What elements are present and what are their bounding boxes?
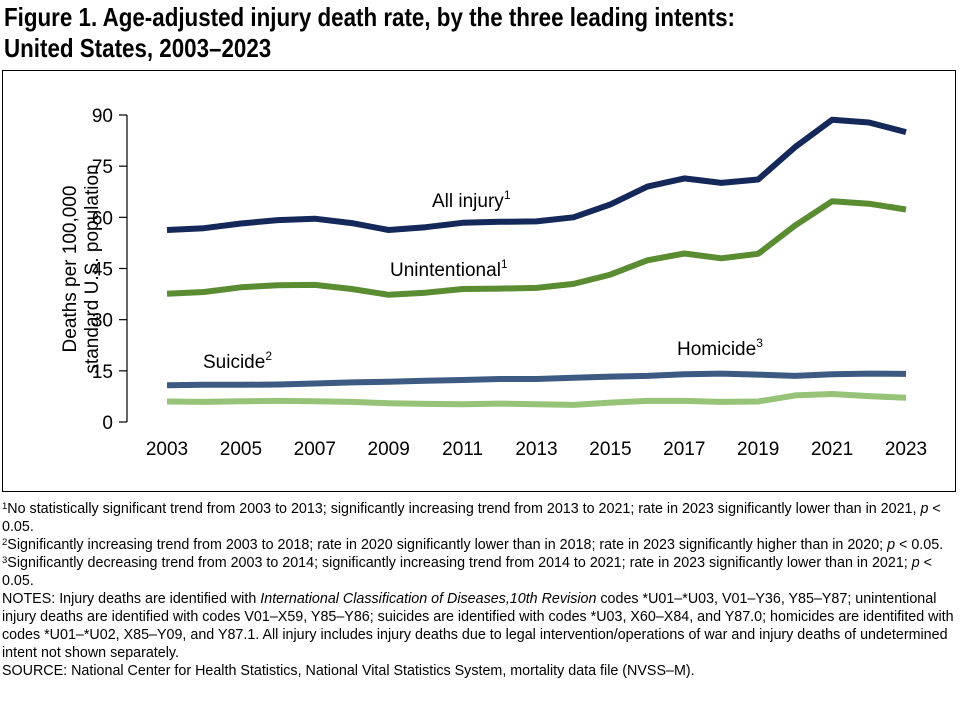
notes: NOTES: Injury deaths are identified with… xyxy=(2,591,954,661)
chart-frame xyxy=(2,70,956,492)
figure-title-line2: United States, 2003–2023 xyxy=(4,33,272,63)
line-chart: 0 15 30 45 60 75 90 2003 2005 2007 2009 2011 2013 201… xyxy=(60,106,927,460)
x-tick-label: 2015 xyxy=(589,439,631,460)
y-axis-title-line1: Deaths per 100,000 xyxy=(60,186,81,353)
y-tick-label: 60 xyxy=(92,208,113,229)
series-label-note: 1 xyxy=(504,188,511,202)
x-tick-label: 2017 xyxy=(663,439,705,460)
y-tick-label: 30 xyxy=(92,311,113,332)
series-line-suicide xyxy=(166,370,907,389)
series-label-note: 2 xyxy=(265,349,272,363)
y-axis-title: Deaths per 100,000standard U.S. populati… xyxy=(60,164,103,373)
series-label-unintentional: Unintentional1 xyxy=(390,257,508,281)
y-axis-title-line2: standard U.S. population xyxy=(82,164,103,373)
y-tick-label: 45 xyxy=(92,260,113,281)
series-label-note: 3 xyxy=(756,336,763,350)
series-label-note: 1 xyxy=(501,257,508,271)
series-label-homicide: Homicide3 xyxy=(677,336,763,360)
footnote-1: 1No statistically significant trend from… xyxy=(2,501,941,535)
y-tick-label: 90 xyxy=(92,106,113,127)
series-label-suicide: Suicide2 xyxy=(203,349,272,373)
series-label-text: Suicide xyxy=(203,352,265,373)
x-tick-label: 2011 xyxy=(442,439,483,460)
x-tick-label: 2021 xyxy=(811,439,853,460)
footnote-3: 3Significantly decreasing trend from 200… xyxy=(2,555,932,589)
y-tick-label: 15 xyxy=(92,362,113,383)
x-tick-label: 2013 xyxy=(515,439,557,460)
x-tick-label: 2019 xyxy=(737,439,779,460)
series-line-all-injury xyxy=(166,116,907,233)
figure-title-line1: Figure 1. Age-adjusted injury death rate… xyxy=(4,2,735,32)
series-label-all-injury: All injury1 xyxy=(432,188,511,212)
series-line-unintentional xyxy=(166,198,907,298)
y-tick-label: 0 xyxy=(102,413,113,434)
footnotes: 1No statistically significant trend from… xyxy=(2,500,960,680)
series-line-homicide xyxy=(166,391,907,408)
source: SOURCE: National Center for Health Stati… xyxy=(2,663,695,679)
x-tick-label: 2023 xyxy=(885,439,927,460)
x-tick-label: 2009 xyxy=(368,439,410,460)
series-label-text: Homicide xyxy=(677,339,756,360)
x-tick-label: 2005 xyxy=(220,439,262,460)
series-label-text: All injury xyxy=(432,191,504,212)
y-tick-label: 75 xyxy=(92,157,113,178)
x-tick-label: 2003 xyxy=(146,439,188,460)
x-tick-label: 2007 xyxy=(294,439,336,460)
footnote-2: 2Significantly increasing trend from 200… xyxy=(2,537,944,553)
figure-title: Figure 1. Age-adjusted injury death rate… xyxy=(4,2,821,64)
series-label-text: Unintentional xyxy=(390,260,501,281)
